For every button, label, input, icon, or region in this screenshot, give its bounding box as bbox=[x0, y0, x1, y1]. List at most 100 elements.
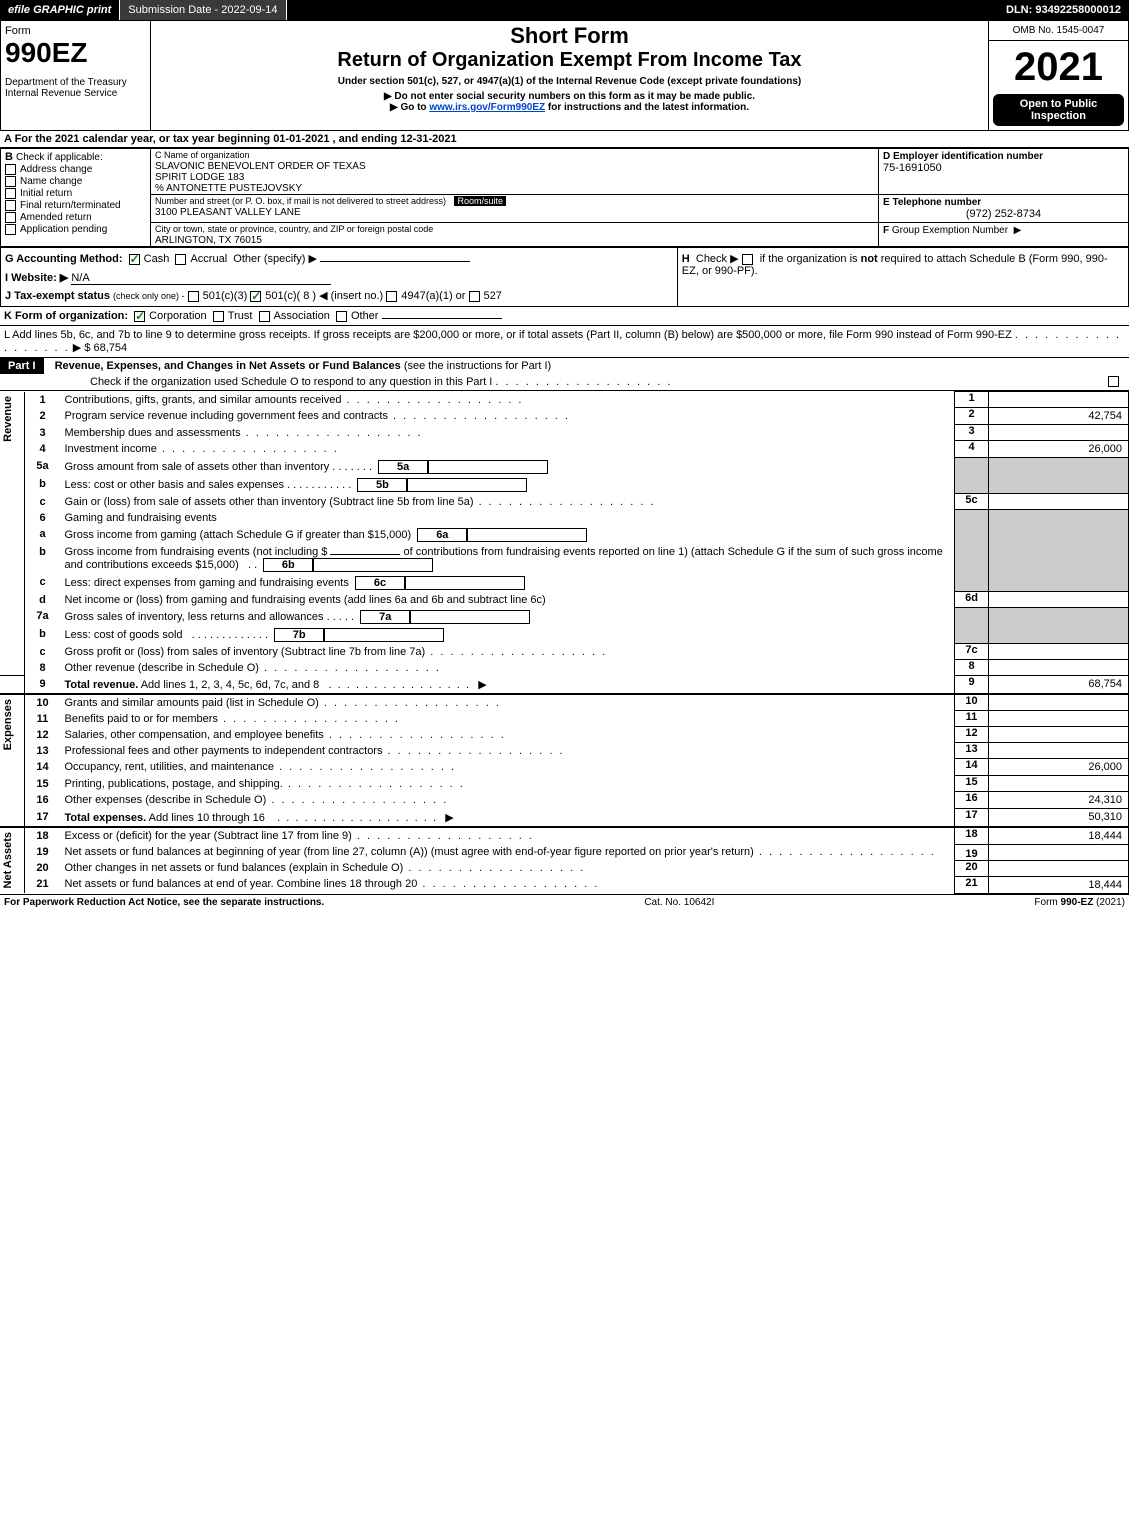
box-e: E Telephone number (972) 252-8734 bbox=[879, 195, 1129, 223]
r5a-t: Gross amount from sale of assets other t… bbox=[65, 460, 330, 472]
l-value: 68,754 bbox=[94, 342, 128, 354]
c-city-label: City or town, state or province, country… bbox=[151, 223, 878, 235]
r2-txt: Program service revenue including govern… bbox=[61, 408, 955, 424]
r6c-val[interactable] bbox=[405, 576, 525, 590]
r5a-num: 5a bbox=[25, 458, 61, 474]
opt-name: Name change bbox=[20, 176, 82, 187]
header-left: Form 990EZ Department of the Treasury In… bbox=[1, 21, 151, 131]
r7c-num: c bbox=[25, 644, 61, 660]
box-c-street: Number and street (or P. O. box, if mail… bbox=[151, 195, 879, 223]
check-h[interactable] bbox=[742, 254, 753, 265]
r6a-num: a bbox=[25, 526, 61, 542]
footer: For Paperwork Reduction Act Notice, see … bbox=[0, 894, 1129, 910]
check-address-change[interactable] bbox=[5, 164, 16, 175]
check-schedule-o[interactable] bbox=[1108, 376, 1119, 387]
r6a-txt: Gross income from gaming (attach Schedul… bbox=[61, 526, 955, 544]
k-o3: Association bbox=[274, 310, 330, 322]
r1-num: 1 bbox=[25, 392, 61, 408]
goto-link[interactable]: www.irs.gov/Form990EZ bbox=[429, 102, 545, 113]
row-11: 11Benefits paid to or for members11 bbox=[0, 711, 1129, 727]
r6c-ib: 6c bbox=[355, 576, 405, 590]
k-other-input[interactable] bbox=[382, 318, 502, 319]
check-4947[interactable] bbox=[386, 291, 397, 302]
row-6d: dNet income or (loss) from gaming and fu… bbox=[0, 592, 1129, 608]
r7b-val[interactable] bbox=[324, 628, 444, 642]
r6b-t1: Gross income from fundraising events (no… bbox=[65, 546, 328, 558]
r5b-num: b bbox=[25, 476, 61, 492]
r7b-t: Less: cost of goods sold bbox=[65, 628, 183, 640]
check-amended[interactable] bbox=[5, 212, 16, 223]
row-7a: 7aGross sales of inventory, less returns… bbox=[0, 608, 1129, 626]
form-number: 990EZ bbox=[5, 37, 146, 69]
r6b-val[interactable] bbox=[313, 558, 433, 572]
check-name-change[interactable] bbox=[5, 176, 16, 187]
l-arrow: ▶ $ bbox=[73, 342, 91, 354]
netassets-tab: Net Assets bbox=[0, 828, 16, 892]
g-other: Other (specify) ▶ bbox=[233, 253, 317, 265]
check-assoc[interactable] bbox=[259, 311, 270, 322]
check-accrual[interactable] bbox=[175, 254, 186, 265]
d-label: D Employer identification number bbox=[883, 151, 1124, 162]
r16-amt: 24,310 bbox=[989, 792, 1129, 809]
opt-amended: Amended return bbox=[20, 212, 92, 223]
r7a-ib: 7a bbox=[360, 610, 410, 624]
box-b-label: B bbox=[5, 151, 13, 163]
r7c-amt bbox=[989, 644, 1129, 660]
r13-amt bbox=[989, 743, 1129, 759]
omb-cell: OMB No. 1545-0047 bbox=[989, 21, 1129, 41]
k-label: K Form of organization: bbox=[4, 310, 128, 322]
h-label: H bbox=[682, 253, 690, 265]
r6b-blank[interactable] bbox=[330, 554, 400, 555]
opt-initial: Initial return bbox=[20, 188, 72, 199]
r6c-num: c bbox=[25, 574, 61, 590]
r15-num: 15 bbox=[25, 776, 61, 792]
org-lodge: SPIRIT LODGE 183 bbox=[151, 172, 878, 183]
main-grid: Revenue 1Contributions, gifts, grants, a… bbox=[0, 391, 1129, 894]
line-a: A For the 2021 calendar year, or tax yea… bbox=[0, 131, 1129, 148]
check-other-org[interactable] bbox=[336, 311, 347, 322]
r5b-val[interactable] bbox=[407, 478, 527, 492]
check-pending[interactable] bbox=[5, 224, 16, 235]
org-careof: % ANTONETTE PUSTEJOVSKY bbox=[151, 183, 878, 194]
r5c-box: 5c bbox=[955, 494, 989, 510]
check-initial-return[interactable] bbox=[5, 188, 16, 199]
r1-body: 1Contributions, gifts, grants, and simil… bbox=[24, 392, 955, 408]
r18-box: 18 bbox=[955, 827, 989, 845]
g-other-input[interactable] bbox=[320, 261, 470, 262]
r11-amt bbox=[989, 711, 1129, 727]
r10-box: 10 bbox=[955, 694, 989, 711]
r6a-val[interactable] bbox=[467, 528, 587, 542]
c-street-row: Number and street (or P. O. box, if mail… bbox=[151, 195, 878, 207]
check-527[interactable] bbox=[469, 291, 480, 302]
row-12: 12Salaries, other compensation, and empl… bbox=[0, 727, 1129, 743]
row-7c: cGross profit or (loss) from sales of in… bbox=[0, 644, 1129, 660]
e-label: E Telephone number bbox=[883, 197, 1124, 208]
r11-box: 11 bbox=[955, 711, 989, 727]
part1-title: Revenue, Expenses, and Changes in Net As… bbox=[47, 360, 401, 372]
r9-amt: 68,754 bbox=[989, 676, 1129, 694]
r18-num: 18 bbox=[25, 828, 61, 844]
row-10: Expenses 10Grants and similar amounts pa… bbox=[0, 694, 1129, 711]
line-k: K Form of organization: Corporation Trus… bbox=[0, 307, 1129, 326]
part1-sub: (see the instructions for Part I) bbox=[404, 360, 551, 372]
check-501c3[interactable] bbox=[188, 291, 199, 302]
k-o1: Corporation bbox=[149, 310, 206, 322]
r19-amt bbox=[989, 844, 1129, 860]
f-label: F Group Exemption Number ▶ bbox=[883, 225, 1124, 236]
r1-amt bbox=[989, 392, 1129, 408]
check-final-return[interactable] bbox=[5, 200, 16, 211]
r7c-box: 7c bbox=[955, 644, 989, 660]
check-trust[interactable] bbox=[213, 311, 224, 322]
r7a-val[interactable] bbox=[410, 610, 530, 624]
r8-box: 8 bbox=[955, 660, 989, 676]
check-cash[interactable] bbox=[129, 254, 140, 265]
dept-label: Department of the Treasury bbox=[5, 77, 146, 88]
r3-box: 3 bbox=[955, 425, 989, 441]
check-corp[interactable] bbox=[134, 311, 145, 322]
r21-txt: Net assets or fund balances at end of ye… bbox=[61, 876, 955, 892]
check-501c[interactable] bbox=[250, 291, 261, 302]
row-13: 13Professional fees and other payments t… bbox=[0, 743, 1129, 759]
expenses-tab-cell: Expenses bbox=[0, 694, 24, 827]
r5a-val[interactable] bbox=[428, 460, 548, 474]
r3-amt bbox=[989, 425, 1129, 441]
